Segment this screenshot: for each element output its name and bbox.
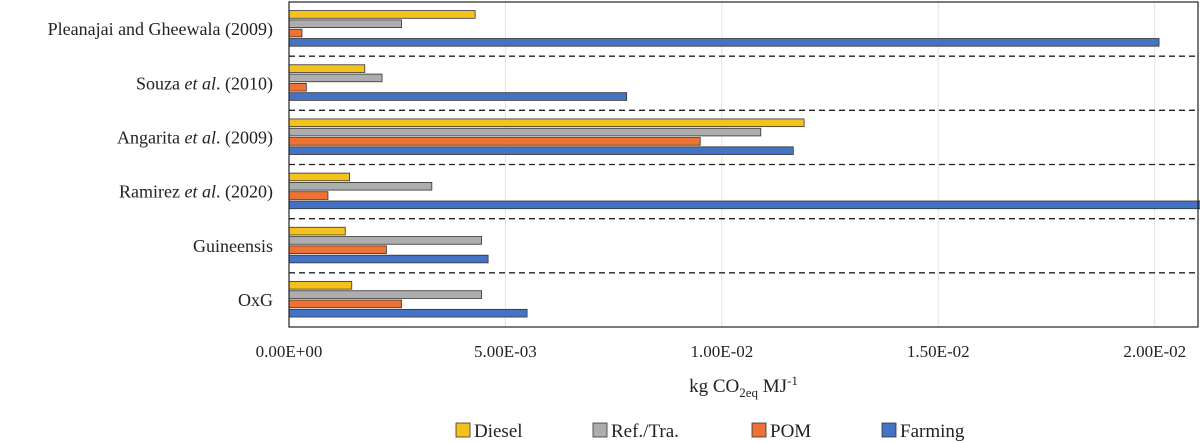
legend-label: Diesel	[474, 421, 523, 442]
bar-farming	[288, 146, 794, 155]
legend-swatch	[592, 422, 608, 438]
legend-item: Diesel	[455, 421, 523, 442]
category-label: OxG	[238, 290, 273, 310]
legend-item: Farming	[881, 421, 965, 442]
x-tick-label: 1.50E-02	[907, 342, 970, 361]
category-label: Ramirez et al. (2020)	[119, 182, 273, 203]
bar-diesel	[288, 64, 366, 73]
bar-farming	[288, 38, 1160, 47]
bar-farming	[288, 308, 528, 318]
legend-label: Ref./Tra.	[611, 421, 679, 442]
group-separators	[289, 55, 1198, 274]
bar-pom	[288, 245, 387, 254]
legend-swatch	[455, 422, 471, 438]
bar-ref-tra	[288, 181, 433, 191]
bar-pom	[288, 82, 307, 92]
bar-farming	[288, 92, 628, 101]
legend-swatch	[881, 422, 897, 438]
category-label: Angarita et al. (2009)	[117, 127, 273, 148]
x-tick-label: 0.00E+00	[256, 342, 323, 361]
legend-swatch	[751, 422, 767, 438]
legend-item: Ref./Tra.	[592, 421, 679, 442]
bar-ref-tra	[288, 19, 402, 28]
bar-farming	[288, 254, 489, 264]
bar-ref-tra	[288, 127, 762, 137]
bar-pom	[288, 299, 402, 309]
category-label: Pleanajai and Gheewala (2009)	[48, 19, 273, 40]
bar-diesel	[288, 172, 350, 182]
bar-ref-tra	[288, 236, 483, 245]
x-tick-label: 1.00E-02	[690, 342, 753, 361]
bar-diesel	[288, 281, 353, 290]
plot-frame	[288, 1, 1199, 328]
x-tick-label: 2.00E-02	[1123, 342, 1186, 361]
bar-pom	[288, 28, 303, 38]
x-tick-label: 5.00E-03	[474, 342, 537, 361]
category-labels: Pleanajai and Gheewala (2009) Souza et al…	[48, 19, 273, 310]
x-tick-labels: 0.00E+00 5.00E-03 1.00E-02 1.50E-02 2.00E-02	[256, 342, 1186, 361]
category-label: Guineensis	[193, 236, 273, 256]
bar-diesel	[288, 118, 805, 128]
bars	[288, 10, 1200, 318]
bar-ref-tra	[288, 73, 383, 83]
legend-label: POM	[770, 421, 811, 442]
bar-farming	[288, 200, 1200, 210]
category-label: Souza et al. (2010)	[136, 73, 273, 94]
bar-diesel	[288, 226, 346, 236]
legend: Diesel Ref./Tra. POM Farming	[455, 421, 965, 442]
bar-pom	[288, 191, 329, 200]
legend-item: POM	[751, 421, 811, 442]
bar-ref-tra	[288, 290, 483, 299]
bar-pom	[288, 137, 701, 146]
bar-diesel	[288, 10, 476, 19]
legend-label: Farming	[900, 421, 965, 442]
x-axis-label: kg CO2eq MJ-1	[689, 373, 798, 400]
